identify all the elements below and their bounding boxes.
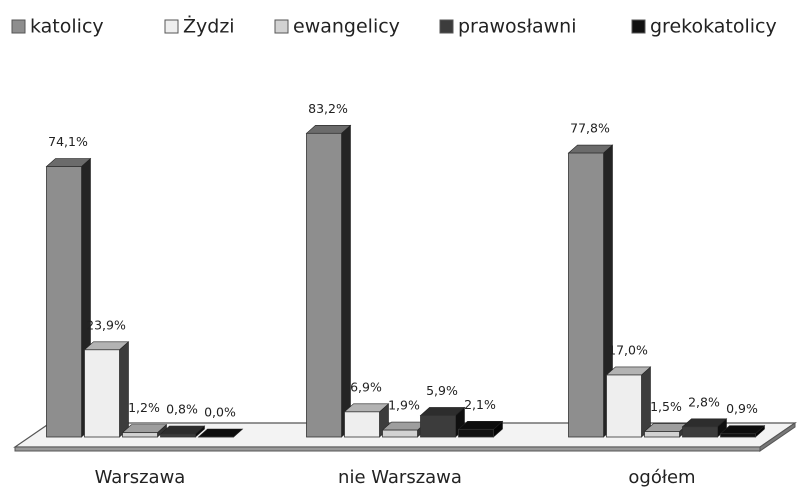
bar — [720, 433, 756, 438]
value-label: 6,9% — [350, 379, 382, 394]
value-label: 74,1% — [48, 134, 88, 149]
legend-label: Żydzi — [183, 15, 235, 38]
bar — [568, 152, 604, 438]
legend-swatch — [439, 19, 454, 34]
legend-label: ewangelicy — [293, 16, 400, 38]
legend-swatch — [11, 19, 26, 34]
value-label: 0,0% — [204, 405, 236, 420]
legend-label: prawosławni — [458, 16, 576, 38]
value-label: 2,8% — [688, 394, 720, 409]
value-label: 77,8% — [570, 121, 610, 136]
bar — [306, 132, 342, 438]
bar — [420, 415, 456, 438]
legend-label: katolicy — [30, 16, 104, 38]
value-label: 23,9% — [86, 317, 126, 332]
legend-swatch — [164, 19, 179, 34]
value-label: 1,9% — [388, 398, 420, 413]
legend-swatch — [631, 19, 646, 34]
bar — [46, 166, 82, 438]
value-label: 0,8% — [166, 402, 198, 417]
bar — [606, 374, 642, 438]
bar — [160, 433, 196, 438]
bar — [84, 349, 120, 438]
value-label: 0,9% — [726, 401, 758, 416]
x-tick-label: ogółem — [628, 467, 695, 488]
value-label: 1,2% — [128, 400, 160, 415]
legend-label: grekokatolicy — [650, 16, 777, 38]
bar — [344, 411, 380, 438]
value-label: 1,5% — [650, 399, 682, 414]
value-label: 83,2% — [308, 101, 348, 116]
floor-edge — [759, 422, 796, 452]
bar — [682, 426, 718, 438]
x-tick-label: nie Warszawa — [338, 467, 462, 488]
bar-side — [119, 341, 129, 438]
bar — [458, 428, 494, 438]
value-label: 17,0% — [608, 342, 648, 357]
bar — [122, 432, 158, 438]
value-label: 2,1% — [464, 397, 496, 412]
bar — [644, 431, 680, 438]
value-label: 5,9% — [426, 383, 458, 398]
legend-swatch — [274, 19, 289, 34]
bar — [382, 429, 418, 438]
x-tick-label: Warszawa — [95, 467, 186, 488]
floor-edge — [14, 446, 761, 452]
